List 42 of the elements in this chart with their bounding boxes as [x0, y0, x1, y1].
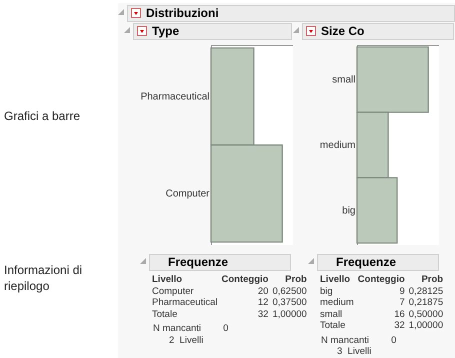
text: 2 Livelli [169, 334, 204, 346]
text: 7 [398, 297, 406, 308]
text: Livello [319, 274, 352, 286]
y-tick-label: small [332, 74, 356, 86]
category-label: Pharmaceutical [152, 297, 218, 308]
text: 0,62500 [271, 286, 308, 297]
text: 32 [256, 308, 270, 320]
text: Prob [420, 274, 444, 286]
y-tick-label: big [342, 205, 356, 216]
text: 0,28125 [408, 286, 444, 297]
text: 3 Livelli [337, 346, 372, 357]
text: 0,50000 [408, 308, 444, 320]
text: Totale [319, 320, 346, 332]
text: 1,00000 [408, 320, 444, 332]
text: 0,37500 [271, 297, 308, 308]
text: 1,00000 [271, 308, 308, 320]
chart-title: Type [133, 23, 292, 40]
chart-title: Size Co [302, 23, 454, 40]
category-label: big [320, 286, 333, 296]
text: 0,21875 [408, 297, 444, 308]
text: Conteggio [356, 274, 406, 286]
text: 32 [393, 320, 406, 332]
text: 0 [391, 334, 396, 346]
text: Grafici a barre [4, 108, 82, 124]
text: Livello [151, 274, 184, 286]
text: Informazioni di riepilogo [4, 262, 84, 294]
text: Conteggio [220, 274, 270, 286]
text: N mancanti [321, 334, 370, 346]
text: Frequenze [317, 254, 439, 271]
text: N mancanti [153, 323, 202, 334]
text: 12 [256, 297, 270, 308]
text: Distribuzioni [127, 5, 455, 22]
y-tick-label: medium [320, 140, 356, 151]
text: 9 [398, 286, 406, 297]
text: 20 [256, 286, 270, 297]
category-label: small [320, 308, 342, 320]
text: Frequenze [149, 254, 291, 271]
text: Prob [284, 274, 308, 286]
text: 0 [223, 323, 228, 334]
text: Totale [151, 308, 178, 320]
text: 16 [393, 308, 406, 320]
category-label: Computer [152, 286, 194, 296]
